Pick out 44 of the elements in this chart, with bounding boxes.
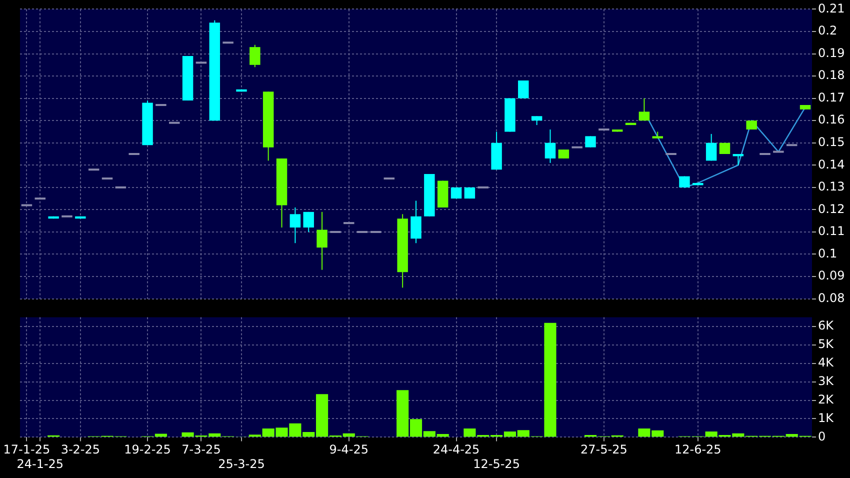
y-tick-label: 2K — [818, 392, 835, 406]
y-tick-label: 0.11 — [818, 224, 845, 238]
y-tick-label: 0.17 — [818, 90, 845, 104]
x-tick-label: 24-1-25 — [16, 456, 64, 471]
y-tick-label: 0.15 — [818, 134, 845, 149]
y-tick-label: 0.2 — [818, 24, 838, 38]
x-tick-label: 27-5-25 — [580, 442, 628, 457]
candlestick — [585, 136, 596, 148]
y-tick-label: 0.14 — [818, 157, 845, 172]
y-tick-label: 0.19 — [818, 46, 845, 60]
bar — [544, 322, 556, 437]
y-tick-label: 0.16 — [818, 112, 845, 127]
x-tick-label: 12-5-25 — [473, 456, 520, 471]
y-tick-label: 0.08 — [818, 290, 845, 305]
y-tick-label: 0.12 — [818, 202, 845, 216]
y-tick-label: 3K — [818, 374, 835, 388]
x-tick-label: 24-4-25 — [432, 442, 480, 457]
x-tick-label: 19-2-25 — [124, 442, 171, 457]
candlestick — [706, 133, 717, 162]
x-tick-label: 12-6-25 — [674, 442, 722, 457]
y-tick-label: 5K — [818, 337, 835, 352]
x-tick-label: 9-4-25 — [329, 442, 368, 457]
y-tick-label: 0.1 — [818, 246, 838, 260]
x-tick-label: 3-2-25 — [60, 442, 100, 457]
candlestick — [303, 211, 314, 232]
y-tick-label: 4K — [818, 355, 835, 370]
x-tick-label: 7-3-25 — [182, 442, 221, 457]
candlestick — [638, 98, 650, 122]
x-tick-label: 17-1-25 — [3, 442, 50, 457]
bar — [154, 434, 167, 437]
y-tick-label: 1K — [818, 410, 835, 425]
candlestick — [250, 44, 260, 68]
y-tick-label: 6K — [818, 318, 835, 333]
y-tick-label: 0.21 — [818, 1, 845, 16]
y-tick-label: 0.13 — [818, 180, 845, 194]
candlestick — [518, 80, 529, 99]
candlestick — [316, 211, 328, 270]
y-tick-label: 0.09 — [818, 268, 845, 283]
candlestick — [544, 128, 556, 164]
candlestick — [290, 206, 301, 244]
y-tick-label: 0.18 — [818, 68, 845, 82]
x-tick-label: 25-3-25 — [218, 456, 265, 471]
candlestick — [410, 200, 422, 244]
y-tick-label: 0 — [818, 429, 826, 444]
